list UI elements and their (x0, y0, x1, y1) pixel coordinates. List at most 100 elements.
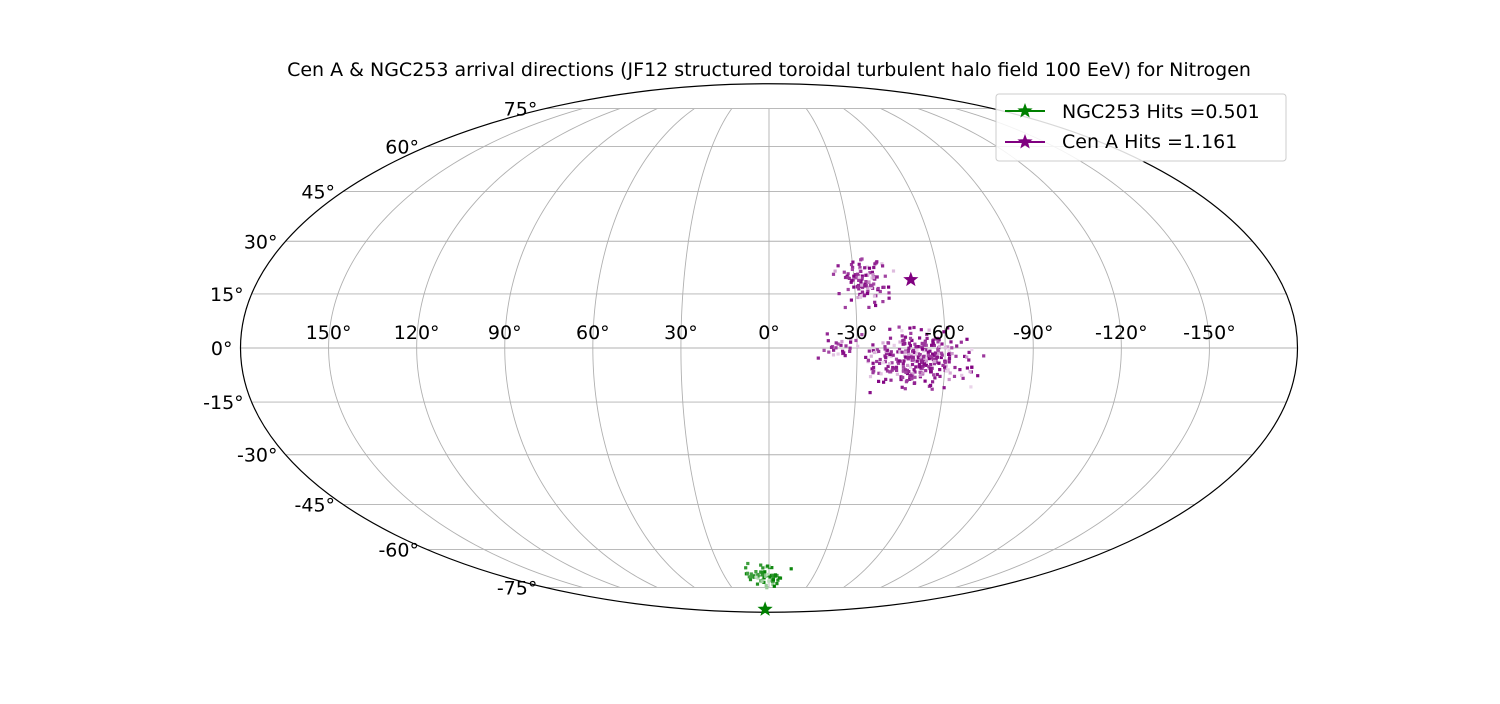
lon-tick-label: -120° (1095, 322, 1148, 344)
hit-cell (834, 346, 838, 350)
hit-cell (927, 365, 931, 369)
hit-cell (920, 341, 924, 345)
hit-cell (970, 365, 974, 369)
hit-cell (946, 345, 950, 349)
hit-cell (865, 285, 870, 289)
hit-cell (934, 357, 938, 361)
hit-cell (910, 362, 915, 367)
hit-cell (928, 366, 932, 371)
hit-cell (897, 359, 901, 363)
hit-cell (887, 291, 891, 295)
hit-cell (927, 328, 931, 332)
hit-cell (871, 371, 875, 375)
hit-cell (868, 271, 872, 275)
hit-cell (894, 365, 899, 369)
hit-cell (930, 343, 934, 347)
hit-cell (860, 274, 864, 278)
hit-cell (864, 280, 868, 284)
hit-cell (881, 300, 885, 304)
hit-cell (871, 349, 875, 353)
hit-cell (883, 345, 887, 349)
hit-cell (836, 352, 840, 356)
hit-cell (867, 266, 872, 270)
longitude-gridline (805, 108, 858, 588)
hit-cell (907, 370, 911, 374)
hit-cell (865, 291, 870, 296)
hit-cell (904, 368, 908, 372)
hit-cell (773, 574, 777, 578)
lon-tick-label: -30° (837, 322, 878, 344)
hit-cell (924, 348, 928, 352)
hit-cell (882, 285, 886, 289)
hit-cell (887, 362, 892, 366)
lon-tick-label: 60° (576, 322, 610, 344)
hit-cell (929, 370, 933, 374)
hit-cell (869, 286, 873, 290)
hit-cell (866, 358, 870, 362)
hit-cell (762, 580, 766, 584)
hit-cell (846, 287, 850, 292)
hit-cell (887, 285, 891, 289)
hit-cell (849, 298, 853, 302)
hit-cell (889, 350, 893, 354)
hit-cell (772, 584, 776, 588)
hit-cell (913, 370, 917, 374)
hit-cell (955, 344, 959, 348)
hit-cell (902, 359, 906, 363)
hit-cell (918, 365, 923, 369)
hit-cell (868, 375, 873, 379)
hit-cell (901, 365, 905, 369)
hit-cell (885, 369, 890, 373)
hit-cell (923, 340, 927, 345)
hit-cell (747, 575, 751, 579)
hit-cell (900, 334, 904, 338)
hit-cell (914, 365, 918, 369)
source-star-icon (757, 601, 773, 616)
hit-cell (912, 325, 916, 330)
hit-cell (765, 586, 769, 590)
hit-cell (842, 270, 846, 274)
hit-cell (863, 266, 867, 270)
hit-cell (750, 575, 754, 579)
hit-cell (912, 353, 917, 357)
hit-cell (849, 263, 854, 267)
hit-cell (894, 357, 899, 361)
hit-cell (762, 576, 766, 580)
hit-cell (943, 365, 947, 369)
hit-cell (919, 359, 923, 363)
hit-cell (844, 344, 848, 348)
hit-cell (869, 354, 873, 358)
hit-cell (938, 374, 942, 378)
hit-cell (918, 373, 923, 378)
hit-cell (857, 275, 861, 279)
hit-cell (831, 272, 836, 276)
legend-entry-ngc253: NGC253 Hits =0.501 (1005, 101, 1260, 123)
hit-cell (868, 391, 872, 395)
hit-cell (872, 365, 876, 369)
hit-cell (881, 361, 885, 365)
longitude-gridline (592, 108, 695, 588)
lat-tick-label: -60° (378, 539, 419, 561)
hit-cell (905, 379, 909, 383)
hit-cell (918, 353, 922, 357)
hit-cell (849, 340, 853, 344)
hit-cell (901, 339, 905, 343)
lon-tick-label: 30° (664, 322, 698, 344)
hit-cell (859, 269, 863, 273)
hit-cell (876, 286, 880, 291)
hit-cell (932, 362, 937, 366)
hit-cell (883, 354, 887, 358)
hit-cell (761, 566, 765, 570)
hit-cell (908, 336, 913, 340)
hit-cell (749, 572, 753, 576)
hit-cell (919, 355, 923, 359)
hit-cell (937, 344, 941, 348)
lat-tick-label: -15° (203, 392, 244, 414)
hit-cell (872, 369, 876, 373)
hit-cell (940, 353, 944, 357)
hit-cell (770, 566, 774, 570)
hit-cell (756, 576, 760, 580)
hit-cell (776, 578, 780, 582)
hit-cell (909, 373, 913, 378)
